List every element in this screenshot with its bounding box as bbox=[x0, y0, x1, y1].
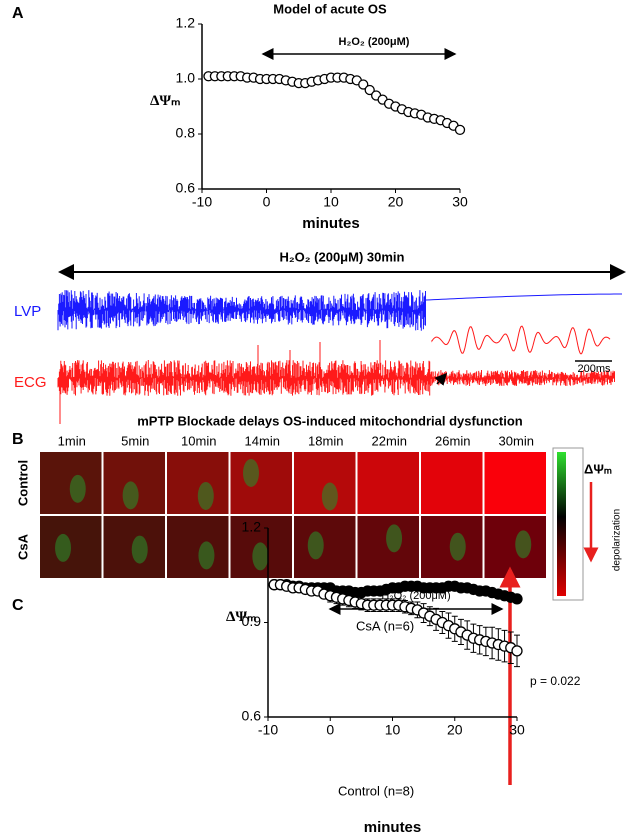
x-tick-label: 10 bbox=[385, 722, 401, 738]
micrograph-detail bbox=[252, 542, 269, 571]
micrograph-detail bbox=[122, 481, 139, 510]
time-label: 30min bbox=[499, 433, 534, 448]
micrograph bbox=[230, 452, 292, 514]
y-tick-label: 1.0 bbox=[176, 70, 196, 86]
ecg-inset bbox=[431, 325, 611, 355]
panel-label: A bbox=[12, 5, 24, 22]
inset-arrow bbox=[434, 372, 448, 386]
y-tick-label: 0.6 bbox=[176, 180, 196, 196]
micrograph-detail bbox=[321, 482, 338, 511]
ecg-trace bbox=[57, 340, 615, 424]
micrograph bbox=[167, 452, 229, 514]
y-tick-label: 0.6 bbox=[242, 708, 262, 724]
x-axis-label: minutes bbox=[364, 819, 422, 836]
time-label: 22min bbox=[372, 433, 407, 448]
micrograph-detail bbox=[55, 533, 72, 562]
time-label: 1min bbox=[58, 433, 86, 448]
time-label: 26min bbox=[435, 433, 470, 448]
colorbar bbox=[557, 452, 566, 596]
micrograph-detail bbox=[307, 531, 324, 560]
x-tick-label: -10 bbox=[192, 194, 212, 210]
series-label: Control (n=8) bbox=[338, 783, 414, 798]
time-label: 14min bbox=[245, 433, 280, 448]
micrograph-detail bbox=[515, 530, 532, 559]
y-axis-label: ΔΨₘ bbox=[150, 93, 180, 109]
panel-label: C bbox=[12, 597, 24, 614]
micrograph bbox=[357, 452, 419, 514]
x-tick-label: 0 bbox=[263, 194, 271, 210]
depolarization-label: depolarization bbox=[612, 509, 623, 571]
y-tick-label: 1.2 bbox=[242, 519, 262, 535]
chart-title: Model of acute OS bbox=[273, 1, 387, 16]
point bbox=[358, 79, 369, 90]
micrograph-detail bbox=[197, 481, 214, 510]
p-value: p = 0.022 bbox=[530, 674, 581, 688]
time-label: 18min bbox=[308, 433, 343, 448]
y-tick-label: 1.2 bbox=[176, 15, 196, 31]
charts: 0.6 0.8 1.0 1.2 -10 0 10 20 30 Model of acute OS m… bbox=[150, 1, 581, 836]
x-tick-label: -10 bbox=[258, 722, 278, 738]
time-label: 10min bbox=[181, 433, 216, 448]
y-axis-label: ΔΨₘ bbox=[226, 609, 256, 625]
x-axis-label: minutes bbox=[302, 215, 360, 232]
point bbox=[511, 645, 523, 657]
micrograph-detail bbox=[242, 458, 259, 487]
colorbar-title: ΔΨₘ bbox=[584, 461, 612, 476]
lvp-trace bbox=[57, 290, 623, 331]
row-label: CsA bbox=[15, 533, 30, 560]
lvp-label: LVP bbox=[14, 303, 41, 320]
series-line bbox=[208, 75, 461, 131]
micrograph-detail bbox=[449, 532, 466, 561]
micrograph bbox=[421, 452, 483, 514]
micrograph-detail bbox=[69, 474, 86, 503]
micrograph-detail bbox=[198, 541, 215, 570]
image-grid: 1min 5min 10min 14min 18min 22min 26min 30min Co… bbox=[15, 433, 579, 595]
point bbox=[511, 593, 523, 605]
point bbox=[454, 124, 466, 136]
micrograph bbox=[484, 516, 546, 578]
micrograph-detail bbox=[386, 524, 403, 553]
row-label: Control bbox=[15, 460, 30, 506]
series-label: CsA (n=6) bbox=[356, 618, 414, 633]
treatment-label: H₂O₂ (200μM) bbox=[339, 36, 410, 48]
micrograph bbox=[294, 516, 356, 578]
micrograph bbox=[484, 452, 546, 514]
y-tick-label: 0.8 bbox=[176, 125, 196, 141]
panel-label: B bbox=[12, 431, 24, 448]
x-tick-label: 0 bbox=[326, 722, 334, 738]
micrograph bbox=[167, 516, 229, 578]
imaging-title: mPTP Blockade delays OS-induced mitochon… bbox=[137, 413, 523, 428]
ecg-label: ECG bbox=[14, 374, 47, 391]
point bbox=[364, 84, 375, 96]
x-tick-label: 30 bbox=[509, 722, 525, 738]
x-tick-label: 30 bbox=[452, 194, 468, 210]
micrograph-detail bbox=[131, 535, 148, 564]
traces bbox=[57, 290, 623, 424]
scale-label: 200ms bbox=[577, 363, 611, 375]
trace-annotation: H₂O₂ (200μM) 30min bbox=[280, 249, 405, 264]
time-label: 5min bbox=[121, 433, 149, 448]
x-tick-label: 10 bbox=[323, 194, 339, 210]
x-tick-label: 20 bbox=[388, 194, 404, 210]
x-tick-label: 20 bbox=[447, 722, 463, 738]
y-tick-label: 0.9 bbox=[242, 613, 262, 629]
